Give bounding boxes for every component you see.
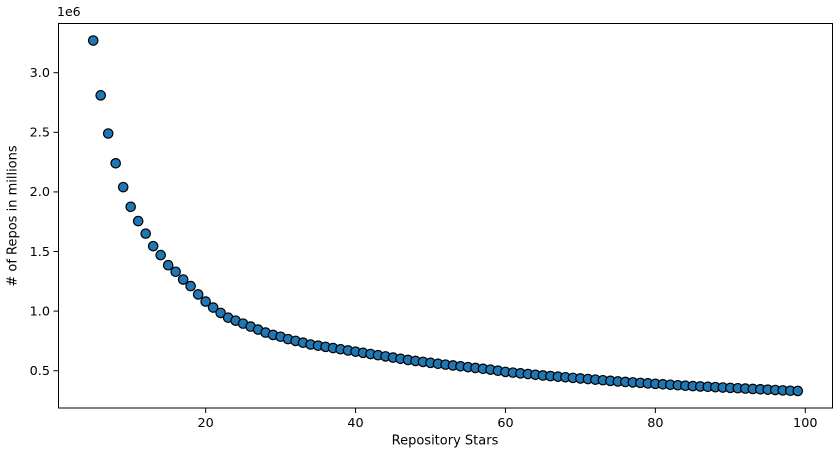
- x-tick-label: 40: [347, 416, 363, 431]
- y-tick-label: 1.5: [30, 245, 50, 260]
- y-tick-label: 3.0: [30, 66, 50, 81]
- data-point: [117, 181, 129, 193]
- data-point: [147, 240, 159, 252]
- data-point: [132, 215, 144, 227]
- data-point: [95, 90, 107, 101]
- data-point: [207, 302, 219, 313]
- x-axis-label: Repository Stars: [391, 433, 499, 449]
- data-point: [177, 274, 189, 285]
- x-tick-label: 60: [497, 416, 513, 431]
- data-point: [102, 128, 114, 139]
- data-point: [215, 307, 226, 319]
- plot-border: [58, 23, 833, 409]
- data-point: [200, 296, 211, 307]
- data-point: [87, 35, 99, 46]
- y-tick-label: 0.5: [30, 364, 50, 379]
- data-point: [162, 259, 174, 271]
- y-axis-label: # of Repos in millions: [5, 145, 21, 287]
- data-point: [125, 201, 136, 213]
- data-point: [192, 289, 204, 300]
- data-point: [140, 228, 151, 239]
- data-point: [170, 266, 181, 278]
- x-tick-label: 80: [647, 416, 663, 431]
- y-axis-offset-label: 1e6: [57, 4, 81, 19]
- data-point: [155, 249, 166, 261]
- data-point: [792, 385, 804, 397]
- y-tick-label: 2.0: [30, 185, 50, 200]
- y-tick-label: 1.0: [30, 304, 50, 319]
- data-point: [110, 158, 122, 169]
- x-tick-label: 20: [198, 416, 214, 431]
- data-point: [185, 280, 196, 292]
- x-tick-label: 100: [793, 416, 817, 431]
- y-tick-label: 2.5: [30, 126, 50, 141]
